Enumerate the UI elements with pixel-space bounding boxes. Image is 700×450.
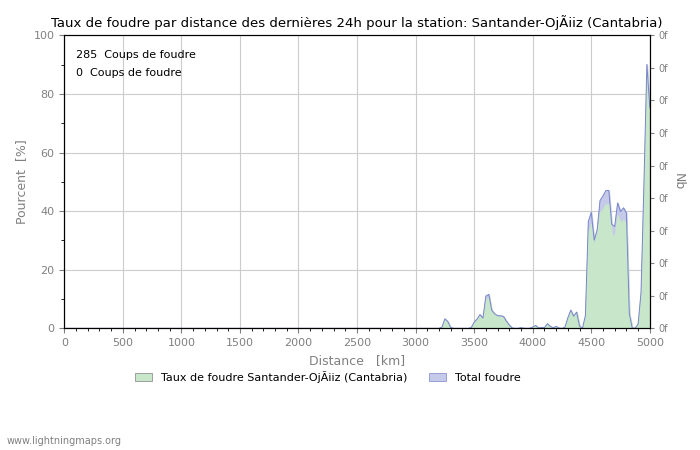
Text: 0  Coups de foudre: 0 Coups de foudre: [76, 68, 181, 77]
Text: www.lightningmaps.org: www.lightningmaps.org: [7, 436, 122, 446]
Title: Taux de foudre par distance des dernières 24h pour la station: Santander-OjÃiiz : Taux de foudre par distance des dernière…: [51, 15, 663, 30]
Y-axis label: Pourcent  [%]: Pourcent [%]: [15, 140, 28, 224]
Text: 285  Coups de foudre: 285 Coups de foudre: [76, 50, 196, 60]
X-axis label: Distance   [km]: Distance [km]: [309, 354, 405, 367]
Y-axis label: Nb: Nb: [672, 173, 685, 190]
Legend: Taux de foudre Santander-OjÃiiz (Cantabria), Total foudre: Taux de foudre Santander-OjÃiiz (Cantabr…: [131, 366, 525, 387]
